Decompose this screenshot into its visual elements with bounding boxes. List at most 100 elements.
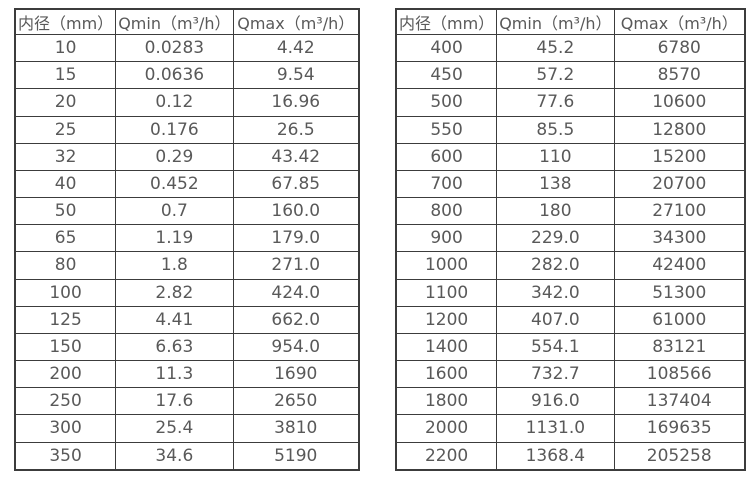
qmax-cell: 51300 bbox=[613, 278, 746, 307]
qmin-cell: 0.0283 bbox=[115, 33, 234, 63]
qmax-cell: 1690 bbox=[232, 360, 360, 389]
diameter-cell: 550 bbox=[395, 115, 498, 144]
diameter-cell: 800 bbox=[395, 197, 498, 226]
table-row: 20 0.12 16.96 bbox=[14, 88, 360, 117]
qmax-cell: 61000 bbox=[613, 305, 746, 334]
diameter-cell: 700 bbox=[395, 169, 498, 199]
diameter-cell: 1400 bbox=[395, 332, 498, 362]
diameter-cell: 300 bbox=[14, 414, 117, 443]
qmin-cell: 0.176 bbox=[115, 115, 234, 144]
diameter-cell: 50 bbox=[14, 197, 117, 226]
table-row: 65 1.19 179.0 bbox=[14, 224, 360, 253]
diameter-cell: 200 bbox=[14, 360, 117, 389]
qmax-cell: 205258 bbox=[613, 441, 746, 471]
qmin-cell: 57.2 bbox=[496, 61, 615, 90]
table-row: 25 0.176 26.5 bbox=[14, 115, 360, 144]
qmax-cell: 3810 bbox=[232, 414, 360, 443]
qmax-cell: 12800 bbox=[613, 115, 746, 144]
qmin-cell: 407.0 bbox=[496, 305, 615, 334]
table-row: 250 17.6 2650 bbox=[14, 387, 360, 416]
diameter-cell: 1000 bbox=[395, 251, 498, 280]
qmin-cell: 25.4 bbox=[115, 414, 234, 443]
flow-spec-table-large-diameters: 内径（mm） Qmin（m³/h） Qmax（m³/h） 400 45.2 6780… bbox=[395, 8, 746, 471]
qmax-cell: 5190 bbox=[232, 441, 360, 471]
table-row: 1200 407.0 61000 bbox=[395, 305, 746, 334]
qmax-cell: 42400 bbox=[613, 251, 746, 280]
diameter-cell: 450 bbox=[395, 61, 498, 90]
qmax-cell: 424.0 bbox=[232, 278, 360, 307]
diameter-cell: 100 bbox=[14, 278, 117, 307]
diameter-cell: 1800 bbox=[395, 387, 498, 416]
qmax-cell: 27100 bbox=[613, 197, 746, 226]
qmin-cell: 11.3 bbox=[115, 360, 234, 389]
qmax-cell: 137404 bbox=[613, 387, 746, 416]
table-row: 200 11.3 1690 bbox=[14, 360, 360, 389]
qmax-cell: 271.0 bbox=[232, 251, 360, 280]
table-row: 50 0.7 160.0 bbox=[14, 197, 360, 226]
qmin-cell: 6.63 bbox=[115, 332, 234, 362]
table-row: 600 110 15200 bbox=[395, 142, 746, 171]
table-row: 300 25.4 3810 bbox=[14, 414, 360, 443]
qmax-cell: 83121 bbox=[613, 332, 746, 362]
qmax-cell: 10600 bbox=[613, 88, 746, 117]
table-header-row: 内径（mm） Qmin（m³/h） Qmax（m³/h） bbox=[14, 8, 360, 35]
diameter-cell: 1200 bbox=[395, 305, 498, 334]
qmin-cell: 282.0 bbox=[496, 251, 615, 280]
qmax-cell: 15200 bbox=[613, 142, 746, 171]
table-row: 1100 342.0 51300 bbox=[395, 278, 746, 307]
table-row: 15 0.0636 9.54 bbox=[14, 61, 360, 90]
qmin-cell: 45.2 bbox=[496, 33, 615, 63]
qmin-cell: 4.41 bbox=[115, 305, 234, 334]
qmax-cell: 8570 bbox=[613, 61, 746, 90]
header-qmax: Qmax（m³/h） bbox=[232, 8, 360, 35]
qmax-cell: 160.0 bbox=[232, 197, 360, 226]
diameter-cell: 125 bbox=[14, 305, 117, 334]
qmax-cell: 169635 bbox=[613, 414, 746, 443]
qmin-cell: 110 bbox=[496, 142, 615, 171]
header-qmin: Qmin（m³/h） bbox=[496, 8, 615, 35]
table-row: 125 4.41 662.0 bbox=[14, 305, 360, 334]
qmin-cell: 85.5 bbox=[496, 115, 615, 144]
qmin-cell: 0.7 bbox=[115, 197, 234, 226]
diameter-cell: 600 bbox=[395, 142, 498, 171]
qmax-cell: 662.0 bbox=[232, 305, 360, 334]
diameter-cell: 20 bbox=[14, 88, 117, 117]
diameter-cell: 80 bbox=[14, 251, 117, 280]
qmin-cell: 138 bbox=[496, 169, 615, 199]
qmin-cell: 1.8 bbox=[115, 251, 234, 280]
table-row: 100 2.82 424.0 bbox=[14, 278, 360, 307]
table-row: 2200 1368.4 205258 bbox=[395, 441, 746, 471]
qmin-cell: 77.6 bbox=[496, 88, 615, 117]
table-row: 900 229.0 34300 bbox=[395, 224, 746, 253]
qmax-cell: 108566 bbox=[613, 360, 746, 389]
qmin-cell: 554.1 bbox=[496, 332, 615, 362]
qmin-cell: 0.0636 bbox=[115, 61, 234, 90]
diameter-cell: 2000 bbox=[395, 414, 498, 443]
qmin-cell: 17.6 bbox=[115, 387, 234, 416]
header-qmin: Qmin（m³/h） bbox=[115, 8, 234, 35]
qmin-cell: 0.29 bbox=[115, 142, 234, 171]
table-row: 800 180 27100 bbox=[395, 197, 746, 226]
diameter-cell: 10 bbox=[14, 33, 117, 63]
table-row: 450 57.2 8570 bbox=[395, 61, 746, 90]
qmax-cell: 43.42 bbox=[232, 142, 360, 171]
qmin-cell: 34.6 bbox=[115, 441, 234, 471]
table-row: 2000 1131.0 169635 bbox=[395, 414, 746, 443]
qmin-cell: 916.0 bbox=[496, 387, 615, 416]
diameter-cell: 1100 bbox=[395, 278, 498, 307]
qmax-cell: 20700 bbox=[613, 169, 746, 199]
qmin-cell: 180 bbox=[496, 197, 615, 226]
qmin-cell: 0.452 bbox=[115, 169, 234, 199]
diameter-cell: 250 bbox=[14, 387, 117, 416]
qmin-cell: 2.82 bbox=[115, 278, 234, 307]
diameter-cell: 900 bbox=[395, 224, 498, 253]
qmax-cell: 2650 bbox=[232, 387, 360, 416]
qmax-cell: 4.42 bbox=[232, 33, 360, 63]
table-row: 1600 732.7 108566 bbox=[395, 360, 746, 389]
table-row: 1400 554.1 83121 bbox=[395, 332, 746, 362]
qmin-cell: 1131.0 bbox=[496, 414, 615, 443]
qmin-cell: 229.0 bbox=[496, 224, 615, 253]
qmax-cell: 9.54 bbox=[232, 61, 360, 90]
diameter-cell: 40 bbox=[14, 169, 117, 199]
diameter-cell: 25 bbox=[14, 115, 117, 144]
